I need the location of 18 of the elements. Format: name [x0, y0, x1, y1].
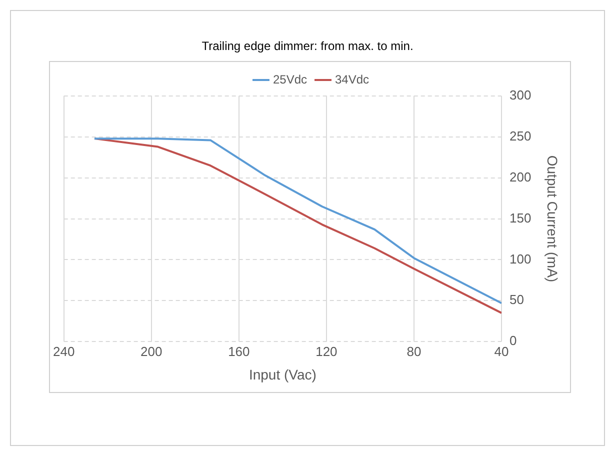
x-tick-label: 200 [140, 344, 162, 359]
y-tick-label: 50 [510, 292, 524, 308]
x-tick-label: 240 [52, 344, 75, 359]
y-axis-title: Output Current (mA) [544, 155, 561, 282]
legend-label: 25Vdc [272, 72, 308, 86]
y-tick-label: 250 [510, 128, 532, 144]
chart-title: Trailing edge dimmer: from max. to min. [200, 39, 414, 53]
x-tick-label: 160 [228, 344, 250, 359]
y-tick-label: 300 [510, 88, 532, 103]
legend-label: 34Vdc [335, 72, 370, 86]
x-tick-label: 40 [494, 344, 509, 359]
y-tick-label: 100 [510, 251, 532, 266]
y-tick-label: 150 [510, 210, 532, 226]
x-tick-label: 120 [316, 344, 338, 359]
x-axis-title: Input (Vac) [248, 366, 316, 382]
y-tick-label: 0 [510, 333, 517, 348]
y-tick-label: 200 [510, 169, 532, 184]
x-tick-label: 80 [406, 344, 422, 359]
